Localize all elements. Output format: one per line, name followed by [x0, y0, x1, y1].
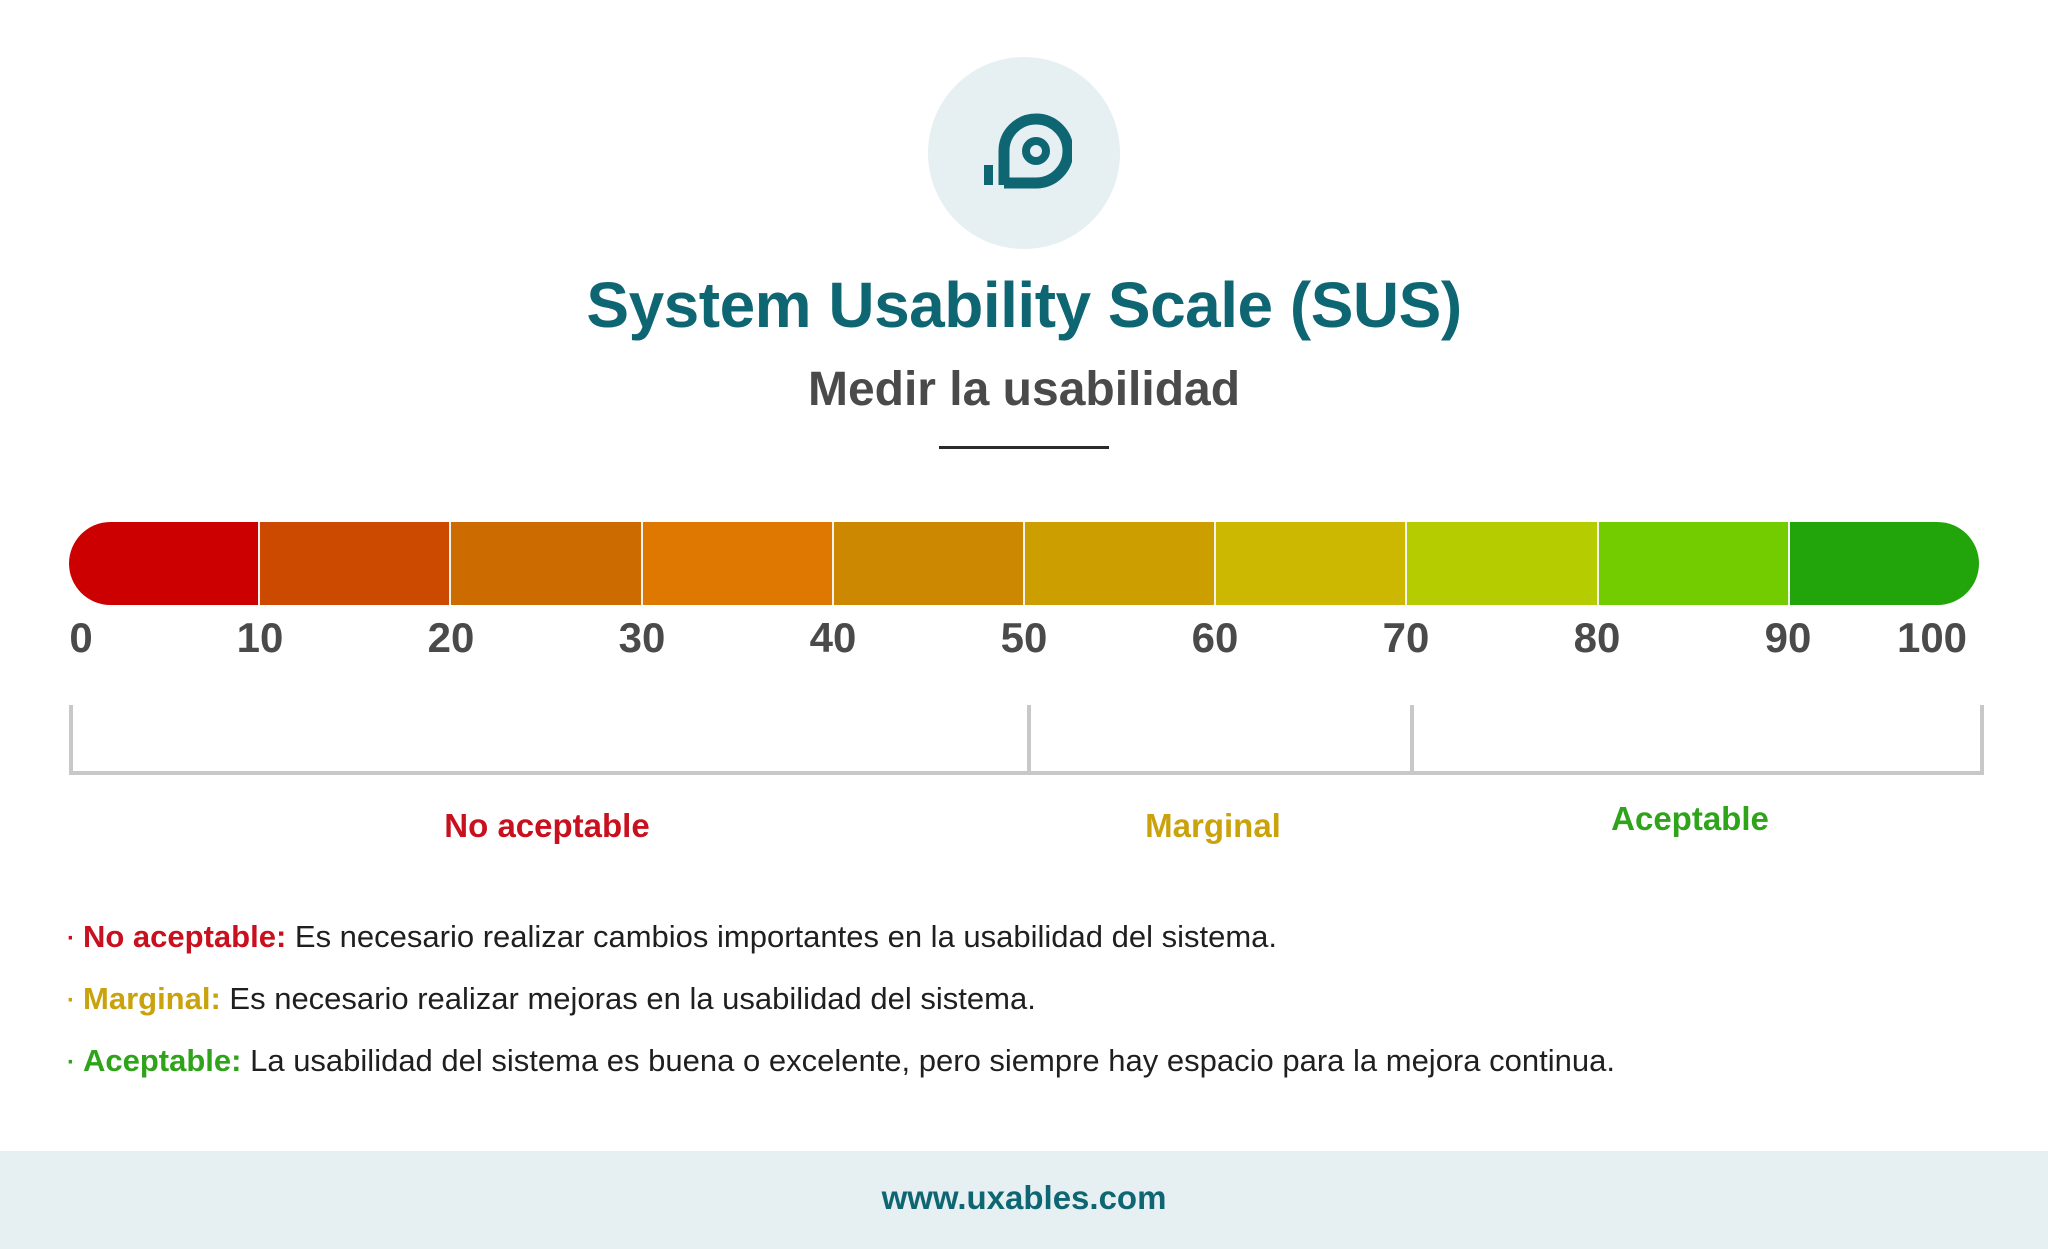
bullet-icon: · [67, 924, 75, 952]
legend-term: No aceptable: [83, 919, 287, 954]
scale-segment [449, 522, 641, 605]
tick-label: 100 [1896, 614, 1968, 661]
tick-label: 40 [809, 614, 857, 661]
scale-segment [258, 522, 450, 605]
tick-label: 80 [1573, 614, 1621, 661]
tick-label: 0 [69, 614, 93, 661]
tick-label: 10 [236, 614, 284, 661]
legend-term: Marginal: [83, 981, 221, 1016]
legend-item: · No aceptable: Es necesario realizar cam… [67, 918, 1615, 980]
score-scale-bar [69, 522, 1979, 605]
scale-segment [831, 522, 1024, 605]
tick-label: 20 [427, 614, 475, 661]
page-subtitle: Medir la usabilidad [807, 363, 1241, 416]
legend-item: · Marginal: Es necesario realizar mejoras… [67, 980, 1615, 1042]
range-label: Aceptable [1611, 800, 1769, 837]
tick-label: 60 [1191, 614, 1239, 661]
tick-label: 70 [1382, 614, 1430, 661]
legend-description: Es necesario realizar mejoras en la usab… [220, 981, 1036, 1016]
scale-segment [69, 522, 259, 605]
footer-url[interactable]: www.uxables.com [881, 1179, 1167, 1216]
scale-segment [1214, 522, 1406, 605]
bullet-icon: · [67, 1048, 75, 1076]
legend-item: · Aceptable: La usabilidad del sistema es… [67, 1042, 1615, 1104]
tick-label: 90 [1764, 614, 1812, 661]
bullet-icon: · [67, 986, 75, 1014]
range-bracket [1026, 705, 1410, 775]
scale-segment [1023, 522, 1215, 605]
logo-badge [928, 57, 1120, 249]
scale-segment [1787, 522, 1979, 605]
tick-label: 50 [1000, 614, 1048, 661]
range-label: Marginal [1145, 807, 1281, 844]
tick-label: 30 [618, 614, 666, 661]
scale-segment [1405, 522, 1597, 605]
legend-term: Aceptable: [83, 1043, 242, 1078]
legend-description: La usabilidad del sistema es buena o exc… [241, 1043, 1615, 1078]
range-bracket [69, 705, 1027, 775]
range-bracket [1409, 705, 1984, 775]
footer-bar: www.uxables.com [0, 1151, 2048, 1249]
legend-description: Es necesario realizar cambios importante… [286, 919, 1278, 954]
page-title: System Usability Scale (SUS) [586, 269, 1462, 341]
scale-segment [640, 522, 832, 605]
range-legend: · No aceptable: Es necesario realizar cam… [67, 918, 1615, 1104]
scale-tape-icon [984, 113, 1072, 189]
scale-segment [1596, 522, 1788, 605]
title-divider [939, 446, 1109, 449]
range-label: No aceptable [444, 807, 650, 844]
